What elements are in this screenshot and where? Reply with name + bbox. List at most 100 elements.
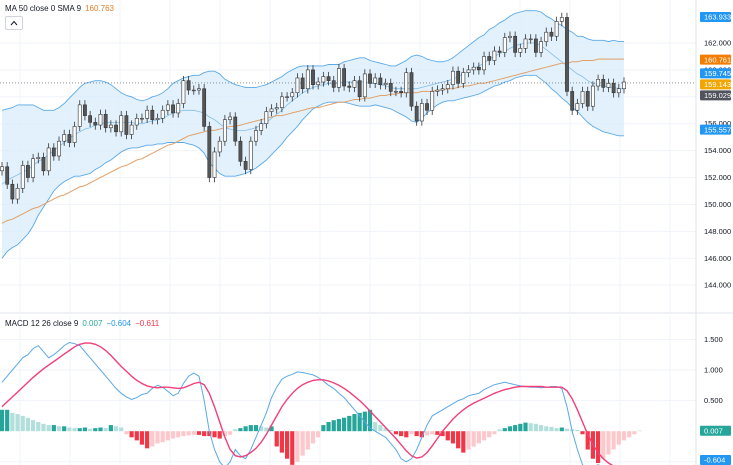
candle bbox=[26, 160, 30, 183]
price-tag-box bbox=[700, 79, 731, 90]
macd-histogram-bar bbox=[67, 427, 72, 432]
candle-body bbox=[544, 31, 549, 42]
candle-body bbox=[57, 140, 61, 157]
candle-body bbox=[285, 96, 289, 98]
candle-body bbox=[46, 147, 51, 172]
macd-histogram-bar bbox=[404, 431, 409, 438]
candle-body bbox=[508, 35, 512, 38]
candle-body bbox=[549, 31, 554, 37]
candle-body bbox=[321, 76, 326, 83]
legend-signal-value: −0.604 bbox=[106, 319, 132, 328]
candle bbox=[357, 75, 362, 102]
candle bbox=[269, 104, 274, 117]
candle-body bbox=[155, 118, 160, 120]
macd-histogram-bar bbox=[554, 428, 559, 432]
candle-body bbox=[565, 17, 569, 92]
candle-body bbox=[254, 130, 258, 142]
candle-body bbox=[5, 166, 10, 185]
macd-axis-label: 1.000 bbox=[704, 366, 723, 375]
macd-histogram-bar bbox=[72, 428, 77, 432]
candle bbox=[565, 12, 569, 97]
macd-histogram-bar bbox=[207, 431, 212, 437]
candle bbox=[145, 105, 150, 124]
macd-histogram-bar bbox=[41, 423, 46, 432]
macd-histogram-bar bbox=[310, 431, 316, 444]
candle-body bbox=[98, 113, 103, 126]
candle bbox=[248, 136, 253, 175]
candle bbox=[435, 85, 440, 97]
macd-histogram-bar bbox=[248, 425, 253, 432]
macd-histogram-bar bbox=[523, 422, 528, 432]
candle bbox=[331, 75, 336, 93]
price-tag-label: 160.761 bbox=[704, 55, 731, 64]
candle bbox=[596, 74, 600, 91]
candle bbox=[482, 51, 486, 75]
price-tag-box bbox=[700, 124, 731, 135]
candle-body bbox=[10, 183, 15, 200]
legend-ma-value: 160.763 bbox=[85, 4, 114, 13]
candle bbox=[508, 31, 512, 43]
macd-histogram-bar bbox=[170, 431, 176, 439]
macd-histogram-bar bbox=[274, 431, 279, 447]
macd-histogram-bar bbox=[155, 431, 160, 444]
macd-histogram-bar bbox=[414, 431, 419, 437]
collapse-button[interactable] bbox=[5, 16, 23, 30]
macd-histogram-bar bbox=[367, 409, 373, 432]
macd-histogram-bar bbox=[134, 431, 139, 441]
macd-histogram-bar bbox=[357, 412, 362, 432]
candle-body bbox=[616, 88, 621, 94]
macd-histogram-bar bbox=[129, 431, 134, 438]
candle-body bbox=[119, 115, 124, 133]
candle-body bbox=[191, 89, 196, 92]
candle-body bbox=[176, 103, 181, 114]
macd-histogram-bar bbox=[82, 427, 88, 432]
macd-histogram-bar bbox=[430, 431, 435, 435]
candle bbox=[103, 109, 108, 133]
candle bbox=[601, 74, 606, 93]
candle bbox=[300, 73, 305, 94]
candle-body bbox=[326, 76, 331, 81]
macd-histogram-bar bbox=[487, 431, 492, 438]
candle bbox=[72, 121, 77, 148]
candle bbox=[487, 51, 492, 66]
candle bbox=[539, 36, 543, 58]
candle-body bbox=[228, 116, 232, 120]
macd-histogram-bar bbox=[331, 420, 336, 432]
macd-histogram-bar bbox=[606, 431, 611, 455]
macd-line bbox=[1, 341, 601, 465]
macd-histogram-bar bbox=[450, 431, 456, 444]
price-axis-label: 162.000 bbox=[704, 38, 731, 47]
candle bbox=[326, 71, 331, 86]
candle bbox=[295, 73, 300, 98]
candle-body bbox=[83, 104, 87, 116]
candle bbox=[606, 78, 611, 93]
candle bbox=[140, 113, 144, 124]
candle-body bbox=[601, 79, 606, 88]
price-axis-label: 144.000 bbox=[704, 281, 731, 290]
macd-histogram-bar bbox=[191, 431, 196, 435]
macd-histogram-bar bbox=[378, 425, 383, 432]
macd-histogram-bar bbox=[461, 431, 466, 453]
candle-body bbox=[15, 187, 20, 200]
price-tag: 160.761 bbox=[700, 54, 731, 65]
macd-histogram-bar bbox=[440, 431, 445, 437]
macd-histogram-bar bbox=[98, 427, 103, 432]
candle-body bbox=[274, 107, 279, 110]
candle bbox=[528, 34, 533, 44]
candle-body bbox=[570, 91, 575, 111]
macd-histogram-bar bbox=[399, 431, 404, 437]
candle-body bbox=[528, 38, 533, 41]
price-tag-label: 159.029 bbox=[704, 91, 731, 100]
macd-histogram-bar bbox=[352, 414, 357, 432]
candle-body bbox=[248, 140, 253, 170]
macd-histogram-bar bbox=[233, 429, 238, 432]
candle bbox=[492, 46, 497, 66]
candle-body bbox=[378, 77, 383, 85]
macd-histogram-bar bbox=[31, 420, 36, 432]
macd-histogram-bar bbox=[507, 426, 513, 432]
price-tag: 159.143 bbox=[700, 79, 731, 90]
candle bbox=[373, 73, 378, 89]
candle bbox=[580, 86, 585, 109]
